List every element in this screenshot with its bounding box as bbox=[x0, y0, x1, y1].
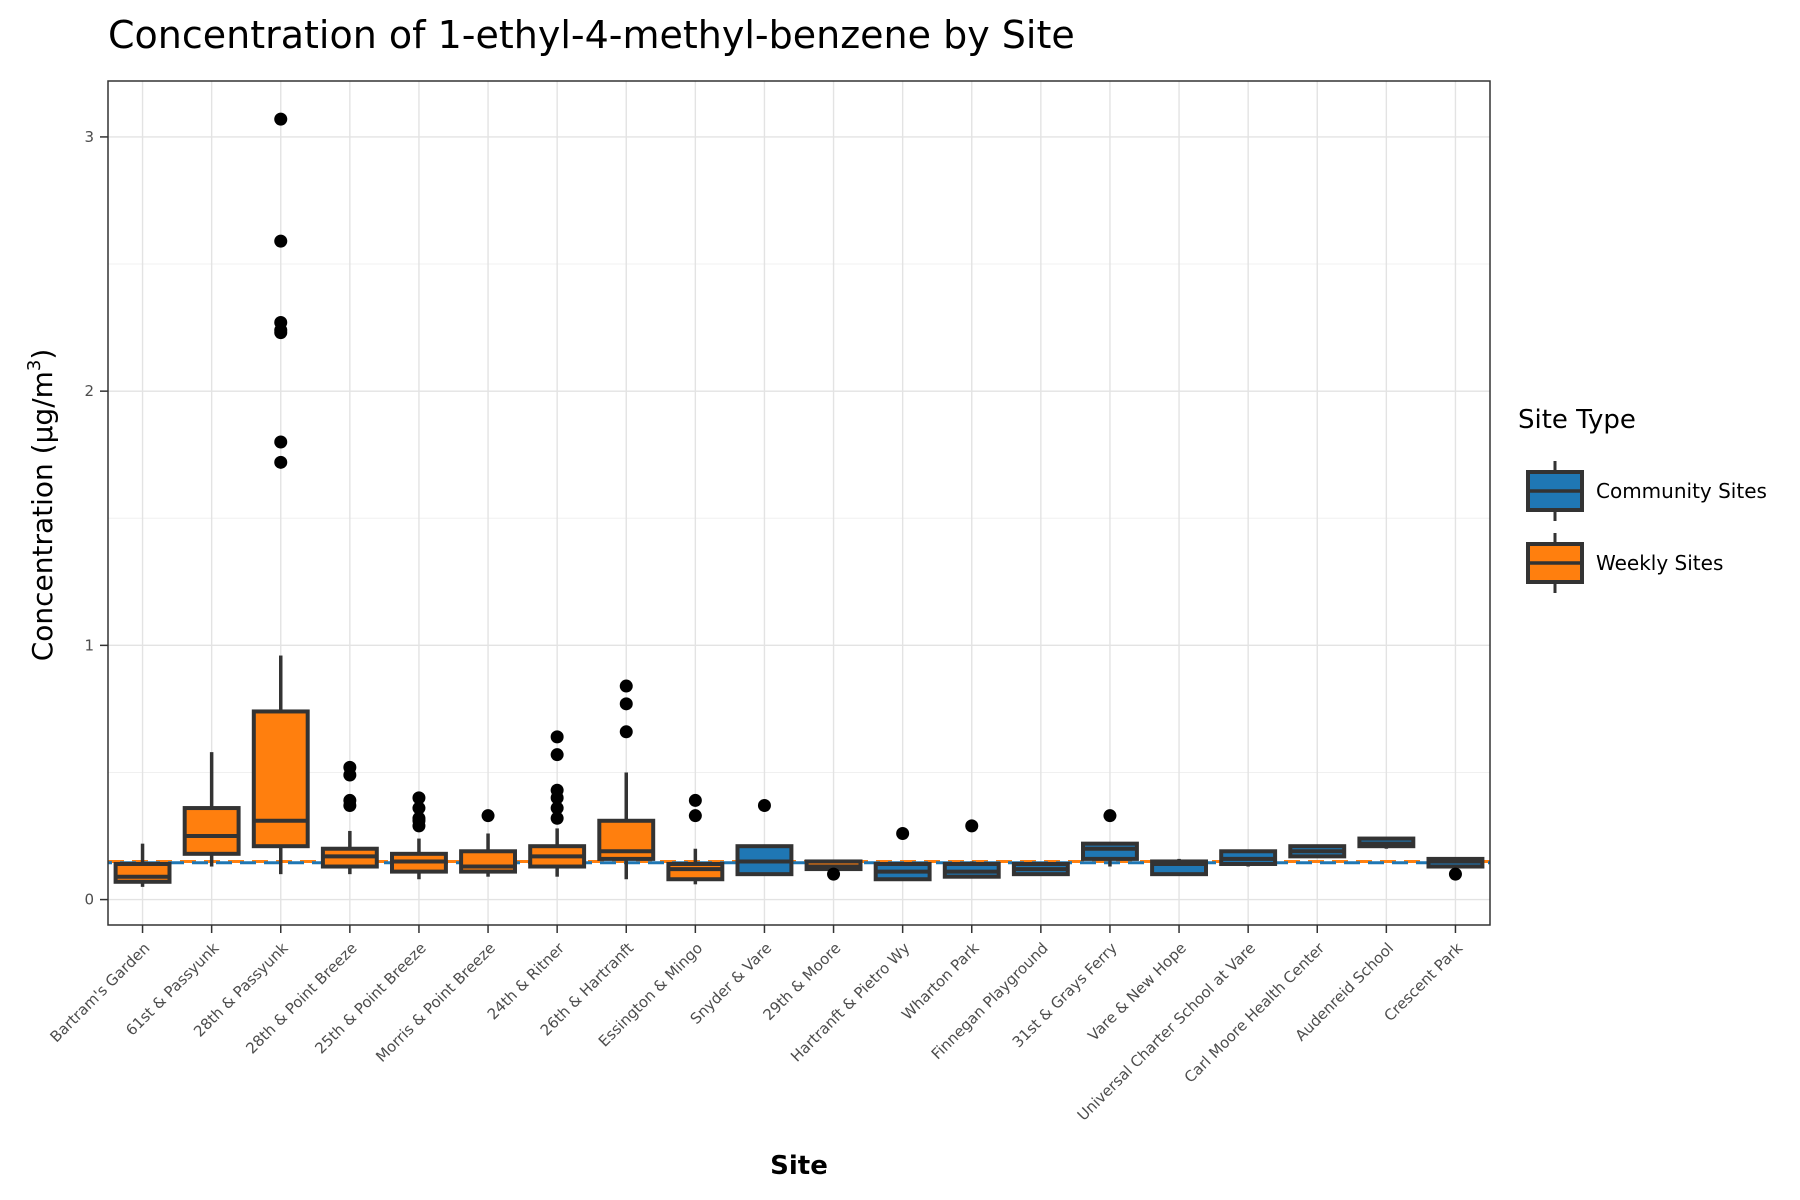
legend-entry: Community Sites bbox=[1526, 461, 1767, 521]
box bbox=[251, 655, 310, 875]
box bbox=[1426, 856, 1485, 869]
outlier-points bbox=[274, 112, 1462, 881]
box-body bbox=[666, 861, 725, 882]
outlier-point bbox=[550, 801, 564, 815]
outlier-point bbox=[827, 867, 841, 881]
y-tick-label: 1 bbox=[84, 636, 94, 654]
outlier-point bbox=[274, 435, 288, 449]
legend-label: Weekly Sites bbox=[1596, 551, 1723, 575]
y-axis-title-text: Concentration (µg/m bbox=[26, 371, 59, 661]
outlier-point bbox=[274, 234, 288, 248]
box bbox=[666, 848, 725, 885]
box bbox=[597, 772, 656, 880]
outlier-point bbox=[550, 730, 564, 744]
y-tick-label: 3 bbox=[84, 128, 94, 146]
legend-label: Community Sites bbox=[1596, 479, 1767, 503]
outlier-point bbox=[274, 112, 288, 126]
outlier-point bbox=[1448, 867, 1462, 881]
outlier-point bbox=[896, 826, 910, 840]
box bbox=[873, 861, 932, 882]
x-tick-label: Finnegan Playground bbox=[928, 939, 1052, 1063]
box-series bbox=[113, 655, 1485, 887]
outlier-point bbox=[550, 748, 564, 762]
outlier-point bbox=[619, 725, 633, 739]
outlier-point bbox=[343, 760, 357, 774]
box-body bbox=[1081, 841, 1139, 861]
legend-title: Site Type bbox=[1518, 405, 1636, 435]
x-tick-label: Carl Moore Health Center bbox=[1181, 939, 1329, 1087]
box bbox=[459, 833, 517, 877]
box-body bbox=[459, 849, 517, 874]
legend-entries: Community Sites Weekly Sites bbox=[1526, 461, 1767, 593]
outlier-point bbox=[550, 811, 564, 825]
box-body bbox=[113, 861, 172, 884]
plot-background bbox=[108, 81, 1490, 925]
outlier-point bbox=[412, 801, 426, 815]
box bbox=[1288, 844, 1347, 859]
outlier-point bbox=[965, 819, 979, 833]
outlier-point bbox=[274, 455, 288, 469]
y-axis-title: Concentration (µg/m3) bbox=[24, 349, 59, 662]
y-axis-title-superscript: 3 bbox=[24, 360, 45, 371]
chart-title: Concentration of 1-ethyl-4-methyl-benzen… bbox=[108, 13, 1075, 57]
box bbox=[113, 843, 172, 887]
box bbox=[1081, 841, 1139, 867]
x-tick-label: Hartranft & Pietro Wy bbox=[787, 939, 913, 1065]
legend-entry: Weekly Sites bbox=[1526, 533, 1723, 593]
y-axis-title-suffix: ) bbox=[26, 349, 59, 360]
box-body bbox=[251, 709, 310, 849]
outlier-point bbox=[550, 783, 564, 797]
box bbox=[320, 830, 379, 875]
outlier-point bbox=[1103, 809, 1117, 823]
outlier-point bbox=[688, 809, 702, 823]
y-tick-label: 0 bbox=[84, 891, 94, 909]
box bbox=[1150, 858, 1208, 877]
box bbox=[528, 828, 587, 877]
outlier-point bbox=[412, 791, 426, 805]
box bbox=[390, 838, 448, 880]
x-axis-title: Site bbox=[770, 1151, 828, 1181]
outlier-point bbox=[481, 809, 495, 823]
box bbox=[182, 752, 241, 867]
outlier-point bbox=[619, 697, 633, 711]
outlier-point bbox=[274, 316, 288, 330]
outlier-point bbox=[343, 793, 357, 807]
box bbox=[942, 861, 1001, 879]
plot-border bbox=[107, 80, 1491, 926]
y-tick-label: 2 bbox=[84, 382, 94, 400]
box bbox=[735, 844, 794, 877]
outlier-point bbox=[412, 811, 426, 825]
outlier-point bbox=[619, 679, 633, 693]
box-body bbox=[182, 806, 241, 856]
outlier-point bbox=[688, 793, 702, 807]
box bbox=[1011, 861, 1070, 877]
outlier-point bbox=[757, 799, 771, 813]
y-axis-ticks: 0 1 2 3 bbox=[84, 128, 108, 909]
reference-lines bbox=[108, 859, 1490, 865]
x-tick-label: Morris & Point Breeze bbox=[372, 939, 499, 1066]
box bbox=[1357, 836, 1416, 849]
box bbox=[1219, 849, 1278, 867]
plot-area bbox=[108, 81, 1490, 925]
legend: Site Type Community Sites Weekly Sites bbox=[1518, 405, 1767, 593]
